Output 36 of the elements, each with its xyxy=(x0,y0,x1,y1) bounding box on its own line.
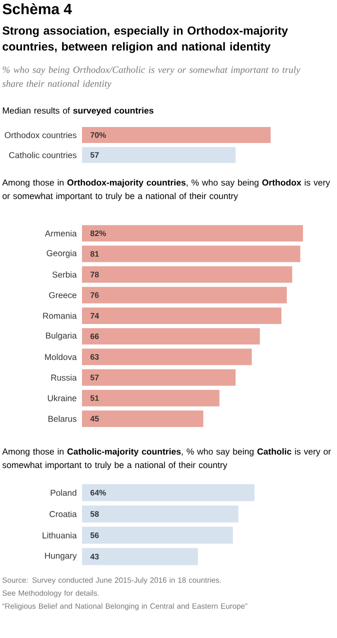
text: Strong association, especially in Orthodox-majority countries, between religion and national identity xyxy=(2,26,288,53)
bar xyxy=(82,410,204,427)
chart-title: Among those in Catholic-majority countries, % who say being Catholic is very or somewhat important to truly be a national of their country xyxy=(2,448,331,470)
y-tick-label: Greece xyxy=(49,292,76,298)
bar xyxy=(82,246,300,262)
bar xyxy=(82,548,198,566)
bar xyxy=(82,266,292,283)
bar xyxy=(82,348,252,366)
text: % who say being Orthodox/Catholic is very or somewhat important to truly share their national identity xyxy=(2,66,300,89)
bar xyxy=(82,390,220,406)
y-tick-label: Armenia xyxy=(44,230,77,236)
bar xyxy=(82,369,236,386)
y-tick-label: Romania xyxy=(43,312,77,319)
y-tick-label: Moldova xyxy=(45,354,77,360)
y-tick-label: Russia xyxy=(51,374,77,381)
y-tick-label: Poland xyxy=(50,490,76,496)
y-tick-label: Catholic countries xyxy=(9,152,76,158)
bar xyxy=(82,286,287,304)
chart-title: Among those in Orthodox-majority countries, % who say being Orthodox is very or somewhat important to truly be a national of their country xyxy=(2,179,330,201)
bar xyxy=(82,307,282,324)
y-tick-label: Bulgaria xyxy=(46,332,77,340)
y-tick-label: Serbia xyxy=(52,271,77,278)
bar xyxy=(82,484,254,502)
bar xyxy=(82,328,260,345)
y-tick-label: Belarus xyxy=(48,416,76,422)
text: Schèma 4 xyxy=(2,3,72,14)
chart-title: Median results of surveyed countries xyxy=(2,107,154,116)
y-tick-label: Ukraine xyxy=(48,394,76,402)
y-tick-label: Lithuania xyxy=(42,532,77,538)
y-tick-label: Orthodox countries xyxy=(4,132,76,138)
bar xyxy=(82,505,238,522)
y-tick-label: Hungary xyxy=(45,552,77,560)
y-tick-label: Croatia xyxy=(50,510,77,518)
y-tick-label: Georgia xyxy=(46,250,77,258)
bar xyxy=(82,225,303,242)
bar xyxy=(82,526,233,544)
